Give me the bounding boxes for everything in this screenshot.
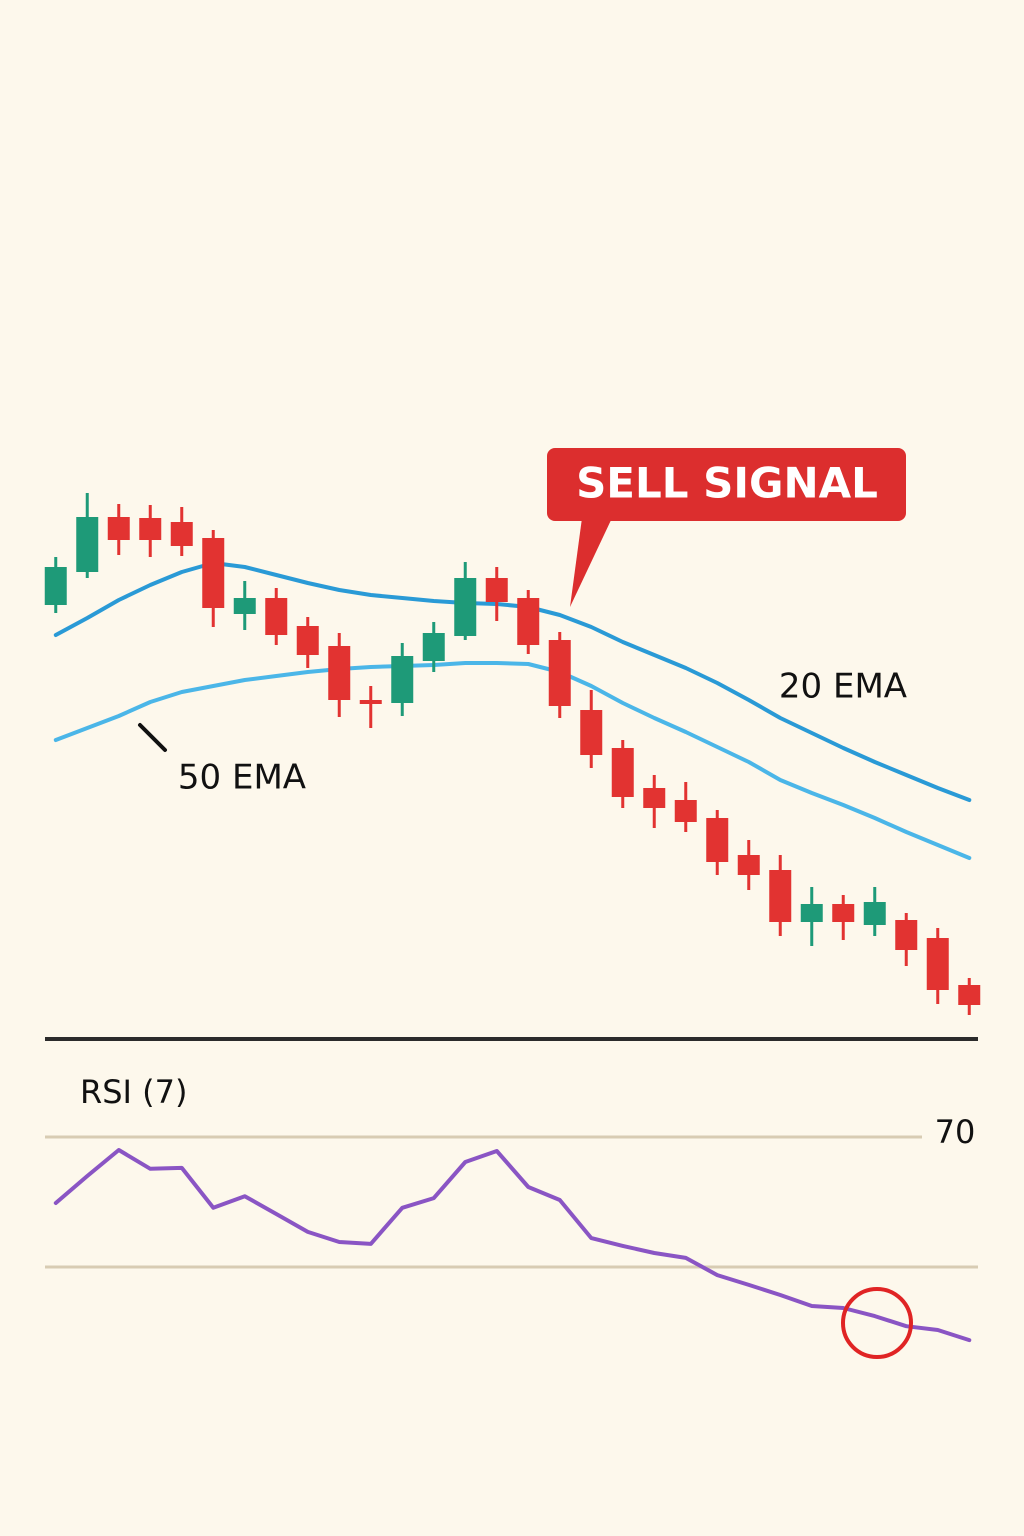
ema-line	[53, 661, 972, 860]
candle-body	[359, 700, 382, 704]
candle-body	[485, 578, 508, 602]
candle-body	[800, 904, 823, 922]
candle-body	[202, 538, 225, 608]
level-label: 70	[935, 1113, 976, 1151]
candle-body	[863, 902, 886, 925]
rsi-panel	[45, 1135, 978, 1343]
candle-body	[391, 656, 414, 703]
candle-body	[44, 567, 67, 605]
candle-body	[706, 818, 729, 862]
candle-body	[170, 522, 193, 546]
candle-body	[926, 938, 949, 990]
candle-body	[611, 748, 634, 797]
candle-body	[328, 646, 351, 700]
panel-title: RSI (7)	[80, 1073, 187, 1111]
series-label: 50 EMA	[178, 758, 306, 798]
candle-body	[548, 640, 571, 706]
candle-body	[107, 517, 130, 540]
candle-body	[296, 626, 319, 655]
candle-body	[454, 578, 477, 636]
candle-body	[422, 633, 445, 661]
candle-body	[895, 920, 918, 950]
candle-body	[76, 517, 99, 572]
candle-body	[958, 985, 981, 1005]
series-label: 20 EMA	[779, 667, 907, 707]
candle-body	[580, 710, 603, 755]
callout: SELL SIGNAL	[547, 448, 906, 607]
candle-body	[643, 788, 666, 808]
callout-box	[547, 448, 906, 521]
candle-body	[769, 870, 792, 922]
label-pointer	[138, 723, 167, 752]
candle-body	[737, 855, 760, 875]
candle-body	[674, 800, 697, 822]
candle-body	[832, 904, 855, 922]
candle-body	[517, 598, 540, 645]
rsi-line	[53, 1148, 972, 1343]
candle-body	[233, 598, 256, 614]
callout-text: SELL SIGNAL	[576, 459, 878, 508]
candle-body	[265, 598, 288, 635]
price-panel	[44, 493, 981, 1015]
candle-body	[139, 518, 162, 540]
callout-pointer	[570, 518, 612, 607]
highlight-circle	[841, 1287, 913, 1359]
